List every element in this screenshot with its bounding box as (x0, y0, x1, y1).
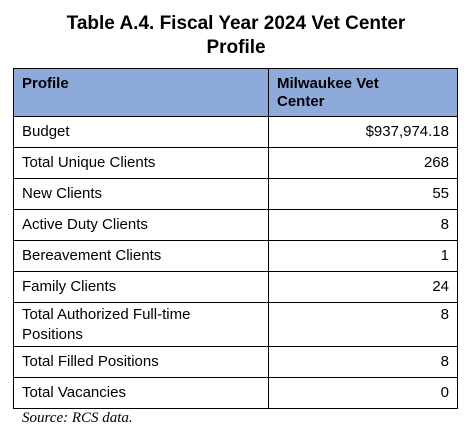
table-row: New Clients 55 (13, 178, 458, 210)
row-label: Total Unique Clients (13, 147, 269, 179)
source-note: Source: RCS data. (22, 410, 133, 426)
header-center-line1: Milwaukee Vet (277, 75, 379, 92)
row-label: Family Clients (13, 271, 269, 303)
table-row: Total Authorized Full-time Positions 8 (13, 302, 458, 347)
row-value: 8 (268, 209, 458, 241)
table-row: Total Filled Positions 8 (13, 346, 458, 378)
table-row: Bereavement Clients 1 (13, 240, 458, 272)
row-label: Total Filled Positions (13, 346, 269, 378)
table-row: Family Clients 24 (13, 271, 458, 303)
header-milwaukee-vet-center: Milwaukee Vet Center (268, 68, 458, 117)
table-row: Active Duty Clients 8 (13, 209, 458, 241)
row-label: Bereavement Clients (13, 240, 269, 272)
row-value: 8 (268, 302, 458, 347)
row-label: New Clients (13, 178, 269, 210)
row-label-line1: Total Authorized Full-time (22, 306, 191, 323)
row-label-line2: Positions (22, 326, 83, 343)
row-value: 0 (268, 377, 458, 409)
row-label: Total Vacancies (13, 377, 269, 409)
row-value: 24 (268, 271, 458, 303)
table-title: Table A.4. Fiscal Year 2024 Vet Center P… (0, 12, 472, 60)
table-title-line1: Table A.4. Fiscal Year 2024 Vet Center (66, 13, 406, 34)
row-value: 8 (268, 346, 458, 378)
table-row: Budget $937,974.18 (13, 116, 458, 148)
row-label: Budget (13, 116, 269, 148)
table-row: Total Unique Clients 268 (13, 147, 458, 179)
header-center-line2: Center (277, 93, 325, 110)
row-label: Active Duty Clients (13, 209, 269, 241)
row-label: Total Authorized Full-time Positions (13, 302, 269, 347)
row-value: 268 (268, 147, 458, 179)
table-title-line2: Profile (206, 37, 266, 58)
vet-center-profile-table: Profile Milwaukee Vet Center Budget $937… (13, 68, 458, 409)
row-value: 1 (268, 240, 458, 272)
table-header-row: Profile Milwaukee Vet Center (13, 68, 458, 117)
header-profile: Profile (13, 68, 269, 117)
table-row: Total Vacancies 0 (13, 377, 458, 409)
row-value: $937,974.18 (268, 116, 458, 148)
row-value: 55 (268, 178, 458, 210)
